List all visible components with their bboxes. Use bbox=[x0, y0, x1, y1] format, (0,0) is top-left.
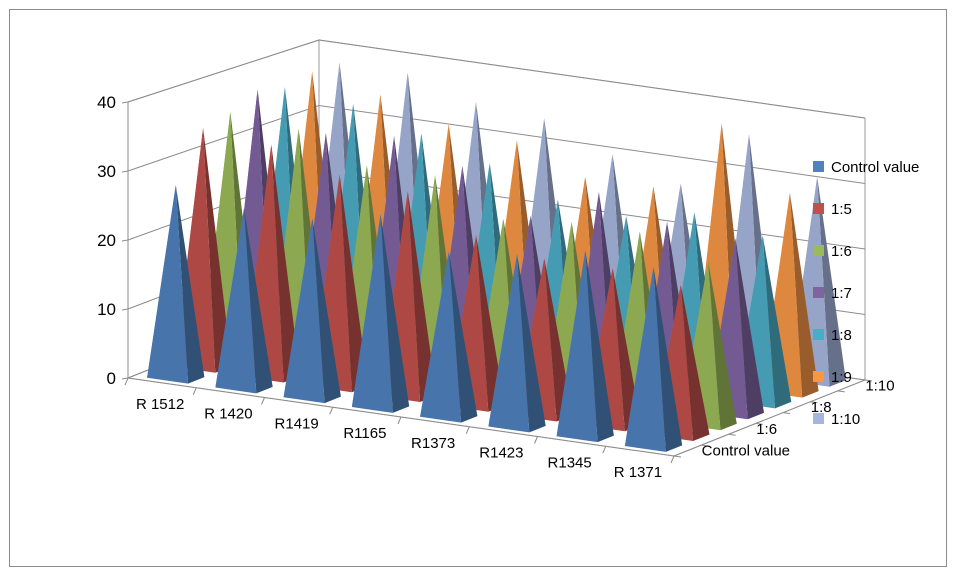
depth-label: 1:8 bbox=[811, 399, 832, 416]
depth-tick-mark bbox=[810, 401, 818, 404]
category-tick-mark bbox=[670, 455, 675, 464]
y-tick-mark bbox=[121, 377, 129, 380]
pyramid-front-face bbox=[283, 218, 325, 404]
y-tick-mark bbox=[121, 170, 129, 173]
gridline bbox=[127, 104, 866, 184]
chart-frame: 0 10 20 30 40 R 1512 R 1420 R1419 R1165 R1373 R14… bbox=[9, 9, 947, 567]
legend-label: 1:10 bbox=[831, 411, 860, 428]
depth-label: Control value bbox=[702, 443, 790, 460]
depth-tick-mark bbox=[728, 433, 736, 436]
pyramid-front-face bbox=[420, 251, 462, 423]
depth-label: 1:10 bbox=[865, 377, 894, 394]
pyramid-right-face bbox=[271, 144, 300, 383]
y-tick-mark bbox=[121, 101, 129, 104]
legend-swatch bbox=[813, 161, 824, 172]
depth-tick-mark bbox=[673, 455, 682, 458]
category-label: R1373 bbox=[411, 435, 455, 452]
pyramid-right-face bbox=[680, 284, 710, 441]
pyramid-right-face bbox=[708, 261, 737, 431]
pyramid-front-face bbox=[147, 184, 189, 384]
legend-swatch bbox=[813, 203, 824, 214]
category-label: R 1420 bbox=[204, 406, 252, 423]
pyramid-right-face bbox=[476, 235, 505, 412]
pyramid bbox=[488, 254, 546, 433]
pyramid bbox=[147, 184, 205, 384]
category-label: R1345 bbox=[548, 454, 592, 471]
y-tick-label: 20 bbox=[97, 231, 116, 250]
pyramid-front-face bbox=[624, 266, 666, 452]
category-label: R 1512 bbox=[136, 396, 184, 413]
pyramid-right-face bbox=[175, 184, 205, 384]
pyramid-front-face bbox=[556, 250, 598, 443]
legend-swatch bbox=[813, 287, 824, 298]
y-tick-mark bbox=[121, 239, 129, 242]
pyramid bbox=[624, 266, 683, 452]
pyramid bbox=[556, 250, 614, 443]
y-tick-label: 0 bbox=[107, 369, 116, 388]
gridline bbox=[127, 39, 866, 119]
pyramid-right-face bbox=[244, 208, 273, 394]
category-label: R1423 bbox=[479, 445, 523, 462]
category-label: R1419 bbox=[275, 415, 319, 432]
depth-axis bbox=[673, 379, 866, 457]
category-label: R1165 bbox=[343, 425, 386, 442]
category-tick-mark bbox=[602, 446, 607, 454]
pyramid bbox=[283, 218, 341, 404]
y-tick-mark bbox=[121, 308, 129, 311]
category-tick-mark bbox=[192, 387, 197, 395]
legend-label: 1:8 bbox=[831, 327, 852, 344]
depth-tick-mark bbox=[755, 422, 763, 425]
legend-label: Control value bbox=[831, 159, 919, 176]
legend-label: 1:9 bbox=[831, 369, 852, 386]
category-tick-mark bbox=[261, 397, 265, 405]
legend-swatch bbox=[813, 245, 824, 256]
depth-tick-mark bbox=[701, 444, 709, 447]
pyramid-right-face bbox=[407, 191, 437, 402]
legend: Control value 1:5 1:6 1:7 1:8 1:9 1:10 bbox=[813, 159, 919, 428]
pyramid-right-face bbox=[339, 174, 369, 393]
pyramid-right-face bbox=[448, 251, 478, 423]
pyramid-front-face bbox=[488, 254, 530, 433]
pyramid bbox=[351, 214, 410, 413]
pyramid-right-face bbox=[312, 218, 341, 404]
depth-tick-mark bbox=[783, 412, 791, 415]
pyramid-right-face bbox=[762, 235, 792, 409]
y-tick-label: 40 bbox=[97, 93, 116, 112]
pyramid-front-face bbox=[351, 214, 393, 413]
y-tick-label: 30 bbox=[97, 162, 116, 181]
pyramid-chart: 0 10 20 30 40 R 1512 R 1420 R1419 R1165 R1373 R14… bbox=[97, 39, 919, 481]
pyramid-right-face bbox=[735, 238, 764, 420]
category-tick-mark bbox=[465, 426, 470, 434]
y-axis-ticks: 0 10 20 30 40 bbox=[97, 93, 129, 388]
pyramid bbox=[215, 208, 273, 394]
pyramid bbox=[420, 251, 478, 423]
legend-label: 1:7 bbox=[831, 285, 852, 302]
pyramid-right-face bbox=[585, 250, 614, 443]
legend-label: 1:5 bbox=[831, 201, 852, 218]
y-tick-label: 10 bbox=[97, 300, 116, 319]
pyramid-right-face bbox=[817, 176, 846, 387]
category-axis-ticks: R 1512 R 1420 R1419 R1165 R1373 R1423 R1345 R 1… bbox=[124, 377, 675, 481]
pyramid-right-face bbox=[380, 214, 410, 413]
legend-swatch bbox=[813, 413, 824, 424]
pyramid-right-face bbox=[517, 254, 546, 433]
category-tick-mark bbox=[329, 407, 334, 415]
category-tick-mark bbox=[534, 436, 538, 444]
pyramids bbox=[147, 62, 846, 452]
pyramid-front-face bbox=[215, 208, 257, 394]
depth-tick-mark bbox=[864, 379, 873, 382]
category-label: R 1371 bbox=[614, 464, 662, 481]
category-tick-mark bbox=[124, 377, 129, 386]
legend-label: 1:6 bbox=[831, 243, 852, 260]
pyramid-right-face bbox=[789, 192, 819, 398]
category-tick-mark bbox=[397, 416, 402, 425]
pyramid-right-face bbox=[653, 266, 683, 452]
depth-tick-mark bbox=[837, 390, 845, 393]
legend-swatch bbox=[813, 329, 824, 340]
legend-swatch bbox=[813, 371, 824, 382]
pyramid-right-face bbox=[203, 127, 232, 373]
depth-label: 1:6 bbox=[756, 421, 777, 438]
